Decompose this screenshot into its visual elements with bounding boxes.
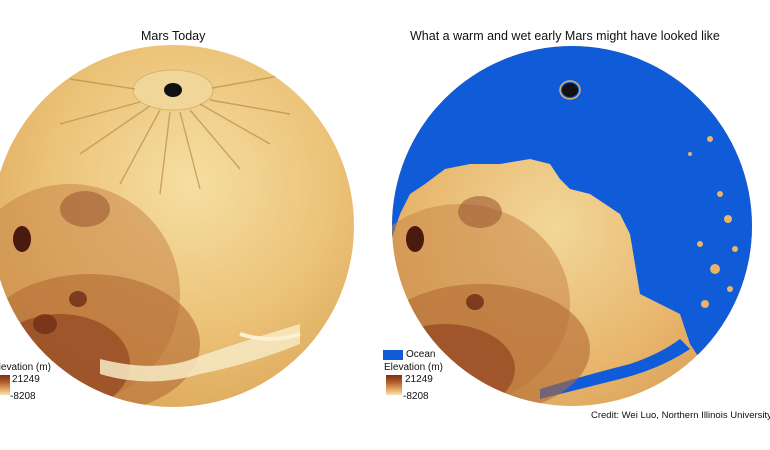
left-legend-max: 21249 [12,374,40,385]
right-legend-title: Elevation (m) [384,362,443,373]
left-legend-min: -8208 [10,391,36,402]
left-legend-title: Elevation (m) [0,362,51,373]
ocean-legend-label: Ocean [406,349,436,360]
dark-crater [13,226,31,252]
right-elevation-ramp [386,375,402,395]
north-pole-marker [562,83,578,97]
right-legend-min: -8208 [403,391,429,402]
north-pole-marker [164,83,182,97]
right-panel-title: What a warm and wet early Mars might hav… [410,29,720,43]
ocean-swatch [383,350,403,360]
early-mars-globe [392,46,752,406]
mars-today-globe [0,45,354,407]
image-credit: Credit: Wei Luo, Northern Illinois Unive… [591,410,770,421]
left-elevation-ramp [0,375,10,395]
right-legend-max: 21249 [405,374,433,385]
ocean [392,46,752,406]
left-panel-title: Mars Today [141,29,206,43]
